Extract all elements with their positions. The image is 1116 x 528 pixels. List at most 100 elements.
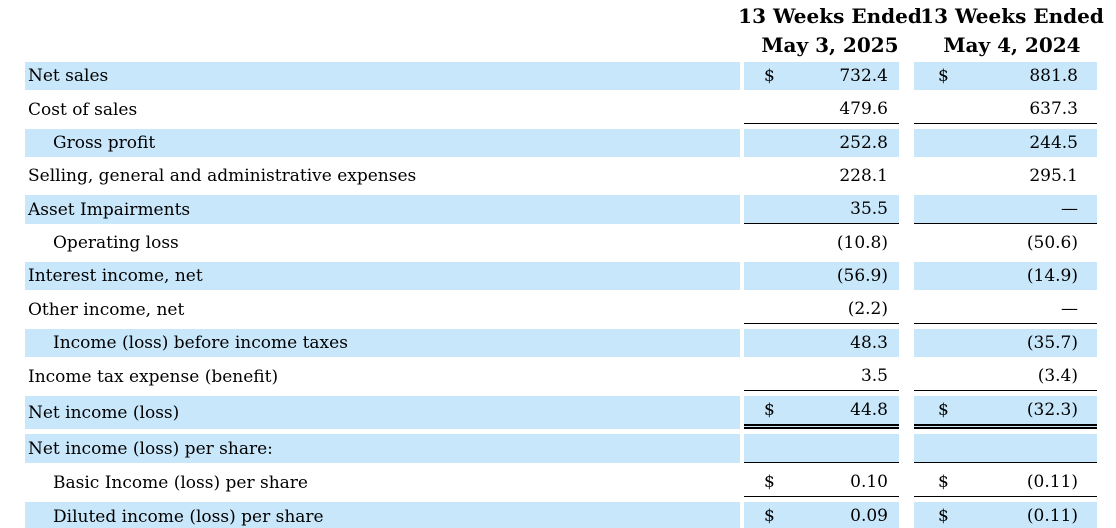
value-cell-2024: $ (32.3) <box>914 396 1097 429</box>
column-header-2024-line2: May 4, 2024 <box>943 33 1081 57</box>
column-gap <box>899 362 914 391</box>
table-row: Net sales $732.4 $881.8 <box>0 62 1116 90</box>
value-2025: 252.8 <box>839 133 888 153</box>
row-label: Net sales <box>25 62 740 90</box>
dollar-sign: $ <box>938 66 949 86</box>
column-header-2024: 13 Weeks Ended May 4, 2024 <box>920 2 1104 60</box>
table-row: Interest income, net (56.9) (14.9) <box>0 262 1116 290</box>
table-row: Income (loss) before income taxes 48.3 (35… <box>0 329 1116 357</box>
column-gap <box>899 329 914 357</box>
value-cell-2025: 479.6 <box>744 95 899 124</box>
value-cell-2025: 35.5 <box>744 195 899 224</box>
value-2024: (14.9) <box>1026 266 1078 286</box>
value-cell-2024: $881.8 <box>914 62 1097 90</box>
table-row: Income tax expense (benefit) 3.5 (3.4) <box>0 362 1116 391</box>
row-label: Operating loss <box>53 233 179 253</box>
right-margin <box>1097 329 1116 357</box>
right-margin <box>1097 162 1116 190</box>
value-2025: 48.3 <box>850 333 888 353</box>
value-2024: (0.11) <box>1026 506 1078 526</box>
column-gap <box>899 502 914 528</box>
left-margin <box>0 262 25 290</box>
value-2025: 228.1 <box>839 166 888 186</box>
value-cell-2025: (2.2) <box>744 295 899 324</box>
right-margin <box>1097 95 1116 124</box>
row-label: Asset Impairments <box>25 195 740 224</box>
value-2024: (0.11) <box>1026 472 1078 492</box>
column-header-2025-line1: 13 Weeks Ended <box>738 4 922 28</box>
left-margin <box>0 162 25 190</box>
financial-table: Net sales $732.4 $881.8 Cost of sales 479.6 6… <box>0 57 1116 528</box>
row-label: Net income (loss) <box>25 396 740 429</box>
value-2025: (2.2) <box>847 299 888 319</box>
row-label: Income (loss) before income taxes <box>25 329 740 357</box>
column-header-2025: 13 Weeks Ended May 3, 2025 <box>738 2 922 60</box>
value-2024: (32.3) <box>1026 400 1078 420</box>
row-label: Other income, net <box>28 299 185 320</box>
row-label: Interest income, net <box>25 262 740 290</box>
right-margin <box>1097 229 1116 257</box>
value-cell-2024: — <box>914 295 1097 324</box>
column-header-2025-line2: May 3, 2025 <box>761 33 899 57</box>
left-margin <box>0 62 25 90</box>
left-margin <box>0 434 25 463</box>
value-2024: — <box>1061 199 1078 219</box>
value-cell-2025: (56.9) <box>744 262 899 290</box>
value-2025: 0.09 <box>850 506 888 526</box>
table-row: Operating loss (10.8) (50.6) <box>0 229 1116 257</box>
column-gap <box>899 262 914 290</box>
left-margin <box>0 362 25 391</box>
value-cell-2025: 252.8 <box>744 129 899 157</box>
value-cell-2024: 244.5 <box>914 129 1097 157</box>
table-row: Cost of sales 479.6 637.3 <box>0 95 1116 124</box>
dollar-sign: $ <box>764 506 775 526</box>
value-cell-2025 <box>744 434 899 463</box>
value-cell-2024: $ (0.11) <box>914 502 1097 528</box>
value-cell-2025: (10.8) <box>744 229 899 257</box>
right-margin <box>1097 62 1116 90</box>
right-margin <box>1097 295 1116 324</box>
left-margin <box>0 396 25 429</box>
dollar-sign: $ <box>938 472 949 492</box>
dollar-sign: $ <box>764 472 775 492</box>
value-2025: 44.8 <box>850 400 888 420</box>
column-gap <box>899 468 914 497</box>
right-margin <box>1097 502 1116 528</box>
table-row: Net income (loss) per share: <box>0 434 1116 463</box>
row-label: Gross profit <box>25 129 740 157</box>
row-label: Cost of sales <box>28 99 138 120</box>
column-gap <box>899 129 914 157</box>
value-cell-2024: $ (0.11) <box>914 468 1097 497</box>
column-gap <box>899 95 914 124</box>
table-row: Other income, net (2.2) — <box>0 295 1116 324</box>
column-gap <box>899 195 914 224</box>
left-margin <box>0 95 25 124</box>
row-label: Diluted income (loss) per share <box>25 502 740 528</box>
dollar-sign: $ <box>938 506 949 526</box>
value-2024: — <box>1061 299 1078 319</box>
value-2025: 479.6 <box>839 99 888 119</box>
dollar-sign: $ <box>764 400 775 420</box>
value-2024: (50.6) <box>1026 233 1078 253</box>
column-gap <box>899 229 914 257</box>
value-2024: 881.8 <box>1029 66 1078 86</box>
value-2024: 637.3 <box>1029 99 1078 119</box>
value-cell-2025: $0.10 <box>744 468 899 497</box>
row-label: Income tax expense (benefit) <box>28 366 279 387</box>
value-2024: 244.5 <box>1029 133 1078 153</box>
table-row: Gross profit 252.8 244.5 <box>0 129 1116 157</box>
right-margin <box>1097 362 1116 391</box>
value-cell-2025: $44.8 <box>744 396 899 429</box>
table-row: Net income (loss) $44.8 $ (32.3) <box>0 396 1116 429</box>
left-margin <box>0 229 25 257</box>
value-2024: (3.4) <box>1037 366 1078 386</box>
value-2025: (56.9) <box>836 266 888 286</box>
column-gap <box>899 434 914 463</box>
column-gap <box>899 396 914 429</box>
value-2025: (10.8) <box>836 233 888 253</box>
value-cell-2024 <box>914 434 1097 463</box>
value-2025: 732.4 <box>839 66 888 86</box>
dollar-sign: $ <box>764 66 775 86</box>
value-cell-2025: 228.1 <box>744 162 899 190</box>
